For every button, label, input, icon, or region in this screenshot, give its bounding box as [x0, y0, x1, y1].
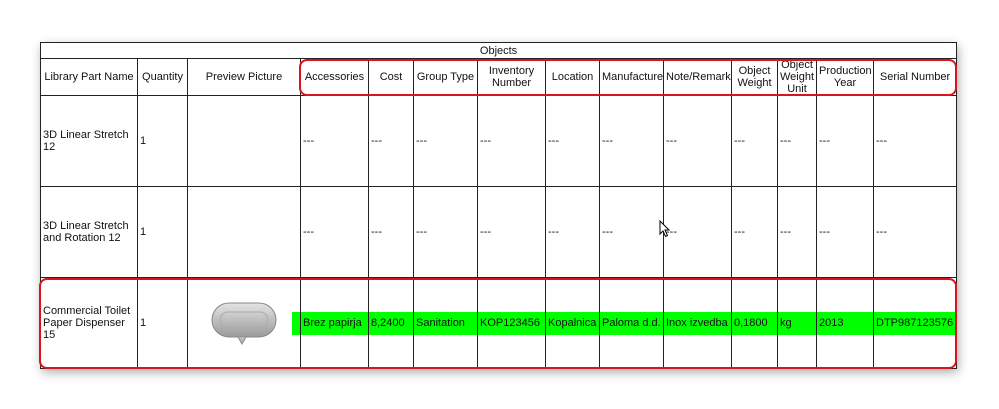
cell-cost: --- [368, 95, 414, 187]
cell-location: --- [545, 186, 600, 278]
table-row[interactable]: Commercial Toilet Paper Dispenser 15 1 Bre… [40, 277, 958, 369]
cell-quantity: 1 [137, 277, 188, 369]
cell-quantity: 1 [137, 186, 188, 278]
toilet-paper-dispenser-image [211, 302, 277, 346]
cell-object-weight: --- [731, 95, 778, 187]
cell-location: --- [545, 95, 600, 187]
cell-production-year: --- [816, 186, 874, 278]
cell-inventory-number: --- [477, 186, 546, 278]
cell-accessories: --- [300, 186, 369, 278]
column-header[interactable]: Quantity [137, 58, 188, 96]
cell-preview-picture [187, 277, 301, 369]
cell-serial-number: --- [872, 186, 958, 278]
column-header[interactable]: Cost [368, 58, 414, 96]
cell-object-weight-unit: --- [777, 186, 817, 278]
objects-schedule-table: Objects Library Part Name Quantity Preview… [39, 42, 958, 369]
cell-cost: 8,2400 [368, 277, 414, 369]
cell-quantity: 1 [137, 95, 188, 187]
cell-library-part-name: 3D Linear Stretch 12 [40, 95, 138, 187]
cell-serial-number: --- [872, 95, 958, 187]
column-header[interactable]: Library Part Name [40, 58, 138, 96]
cell-inventory-number: KOP123456 [477, 277, 546, 369]
cell-library-part-name: Commercial Toilet Paper Dispenser 15 [40, 277, 138, 369]
cell-group-type: --- [413, 95, 478, 187]
column-header[interactable]: Manufacturer [599, 58, 664, 96]
cell-library-part-name: 3D Linear Stretch and Rotation 12 [40, 186, 138, 278]
table-row[interactable]: 3D Linear Stretch and Rotation 12 1 --- ---… [40, 186, 958, 278]
cell-preview-picture [187, 186, 301, 278]
column-header[interactable]: Preview Picture [187, 58, 301, 96]
column-header[interactable]: Inventory Number [477, 58, 546, 96]
cell-note-remarks: --- [663, 95, 732, 187]
cell-object-weight-unit: --- [777, 95, 817, 187]
cell-accessories: Brez papirja [300, 277, 369, 369]
cell-manufacturer: --- [599, 95, 664, 187]
table-row[interactable]: 3D Linear Stretch 12 1 --- --- --- --- --- --- -… [40, 95, 958, 187]
cell-note-remarks: --- [663, 186, 732, 278]
column-header[interactable]: Location [545, 58, 600, 96]
cell-accessories: --- [300, 95, 369, 187]
cell-object-weight: 0,1800 [731, 277, 778, 369]
cell-cost: --- [368, 186, 414, 278]
column-header[interactable]: Serial Number [872, 58, 958, 96]
cell-object-weight-unit: kg [777, 277, 817, 369]
cell-manufacturer: --- [599, 186, 664, 278]
cell-note-remarks: Inox izvedba [663, 277, 732, 369]
cell-serial-number: DTP987123576 [872, 277, 958, 369]
mouse-cursor-icon [659, 220, 671, 238]
cell-production-year: --- [816, 95, 874, 187]
column-header[interactable]: Group Type [413, 58, 478, 96]
cell-group-type: --- [413, 186, 478, 278]
cell-inventory-number: --- [477, 95, 546, 187]
cell-group-type: Sanitation [413, 277, 478, 369]
cell-location: Kopalnica [545, 277, 600, 369]
column-header[interactable]: Object Weight Unit [777, 58, 817, 96]
group-header: Objects [39, 42, 958, 59]
cell-preview-picture [187, 95, 301, 187]
column-header[interactable]: Accessories [300, 58, 369, 96]
column-header[interactable]: Note/Remarks [663, 58, 732, 96]
column-header[interactable]: Production Year [816, 58, 874, 96]
cell-object-weight: --- [731, 186, 778, 278]
cell-production-year: 2013 [816, 277, 874, 369]
cell-manufacturer: Paloma d.d. [599, 277, 664, 369]
column-header[interactable]: Object Weight [731, 58, 778, 96]
